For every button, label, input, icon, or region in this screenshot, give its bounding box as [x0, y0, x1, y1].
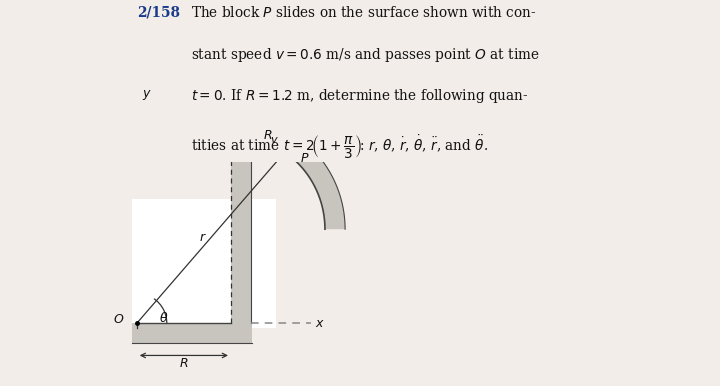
Polygon shape [276, 146, 292, 160]
Polygon shape [132, 323, 252, 344]
Text: $x$: $x$ [315, 317, 325, 330]
Text: stant speed $v = 0.6$ m/s and passes point $O$ at time: stant speed $v = 0.6$ m/s and passes poi… [191, 46, 539, 64]
Text: $y$: $y$ [142, 88, 152, 102]
Polygon shape [231, 110, 251, 323]
Text: $R$: $R$ [263, 129, 272, 142]
Text: $R$: $R$ [179, 357, 189, 371]
Text: $t = 0$. If $R = 1.2$ m, determine the following quan-: $t = 0$. If $R = 1.2$ m, determine the f… [191, 86, 528, 105]
Text: $v$: $v$ [269, 135, 279, 145]
Text: 2/158: 2/158 [137, 5, 180, 19]
FancyBboxPatch shape [132, 199, 276, 328]
Text: $P$: $P$ [300, 152, 310, 165]
Text: $\theta$: $\theta$ [159, 311, 168, 325]
Text: The block $P$ slides on the surface shown with con-: The block $P$ slides on the surface show… [191, 5, 536, 20]
Text: $r$: $r$ [199, 231, 207, 244]
Polygon shape [231, 115, 345, 229]
Text: $O$: $O$ [114, 313, 125, 326]
Text: tities at time $t = 2\!\left(1 + \dfrac{\pi}{3}\right)\!$: $r$, $\theta$, $\dot{: tities at time $t = 2\!\left(1 + \dfrac{… [191, 134, 488, 161]
